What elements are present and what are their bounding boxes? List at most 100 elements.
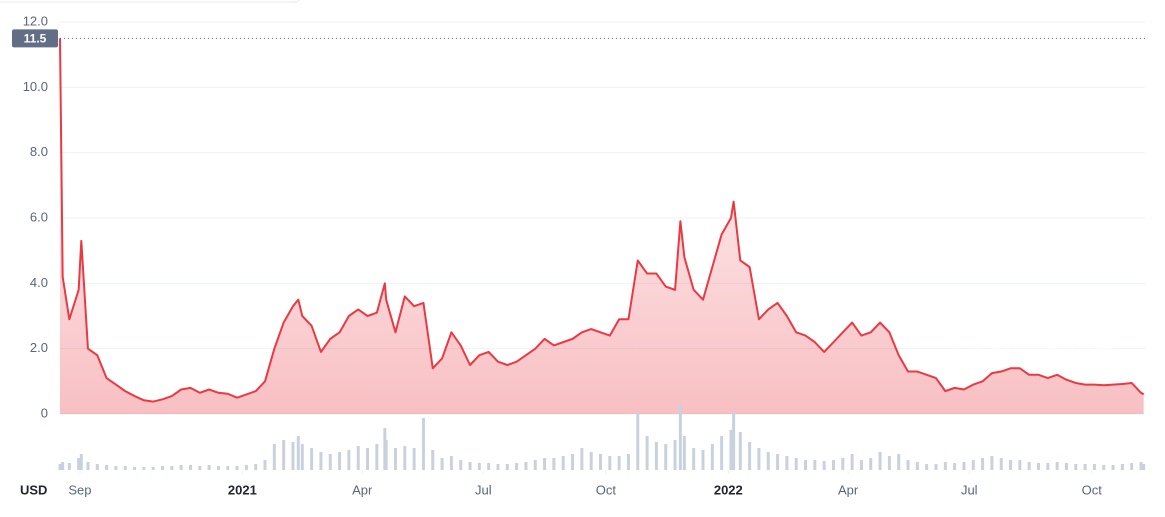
volume-bar bbox=[105, 465, 109, 470]
volume-bar bbox=[296, 436, 300, 470]
watermark-text: CoinMarketCap bbox=[990, 334, 1115, 353]
volume-bar bbox=[971, 460, 975, 470]
volume-bar bbox=[645, 436, 649, 470]
y-tick-label: 6.0 bbox=[30, 209, 48, 224]
volume-bar bbox=[636, 412, 640, 470]
volume-bar bbox=[626, 454, 630, 470]
volume-bar bbox=[291, 442, 295, 470]
volume-bar bbox=[114, 466, 118, 470]
volume-bar bbox=[79, 454, 83, 470]
volume-bar bbox=[319, 452, 323, 470]
volume-bar bbox=[776, 454, 780, 470]
volume-bar bbox=[869, 458, 873, 470]
volume-bar bbox=[692, 448, 696, 470]
volume-bar bbox=[589, 452, 593, 470]
volume-bar bbox=[505, 464, 509, 470]
volume-bar bbox=[1142, 464, 1146, 470]
volume-bar bbox=[58, 464, 62, 470]
volume-bar bbox=[732, 412, 736, 470]
volume-bar bbox=[366, 448, 370, 470]
volume-bar bbox=[794, 458, 798, 470]
volume-bar bbox=[533, 460, 537, 470]
volume-bar bbox=[1018, 460, 1022, 470]
volume-bar bbox=[654, 442, 658, 470]
price-marker-box bbox=[12, 29, 58, 48]
volume-bar bbox=[981, 458, 985, 470]
x-tick-label: Sep bbox=[68, 482, 91, 497]
volume-bar bbox=[561, 456, 565, 470]
volume-bar bbox=[1046, 463, 1050, 470]
volume-bar bbox=[77, 458, 81, 470]
volume-bar bbox=[235, 466, 239, 470]
volume-bar bbox=[188, 465, 192, 470]
volume-bar bbox=[1139, 462, 1143, 470]
volume-bar bbox=[897, 454, 901, 470]
watermark-logo bbox=[952, 330, 980, 358]
volume-bar bbox=[785, 456, 789, 470]
volume-bar bbox=[831, 460, 835, 470]
unit-label: USD bbox=[20, 482, 47, 497]
volume-bar bbox=[580, 448, 584, 470]
volume-bar bbox=[449, 456, 453, 470]
volume-bar bbox=[748, 442, 752, 470]
volume-bar bbox=[263, 460, 267, 470]
volume-bar bbox=[459, 460, 463, 470]
volume-bar bbox=[244, 465, 248, 470]
volume-bar bbox=[515, 463, 519, 470]
volume-bar bbox=[477, 463, 481, 470]
volume-bar bbox=[1027, 462, 1031, 470]
volume-bar bbox=[487, 463, 491, 470]
volume-bar bbox=[216, 466, 220, 470]
range-selector-edge bbox=[0, 0, 301, 3]
volume-bar bbox=[198, 466, 202, 470]
volume-bar bbox=[673, 440, 677, 470]
volume-bar bbox=[571, 454, 575, 470]
y-tick-label: 12.0 bbox=[23, 13, 48, 28]
volume-bar bbox=[161, 466, 165, 470]
line-layer bbox=[59, 37, 1145, 403]
volume-bar bbox=[440, 458, 444, 470]
volume-bar bbox=[543, 458, 547, 470]
volume-bar bbox=[962, 462, 966, 470]
volume-bar bbox=[887, 456, 891, 470]
volume-bar bbox=[328, 454, 332, 470]
volume-bar bbox=[953, 463, 957, 470]
volume-bar bbox=[943, 462, 947, 470]
volume-bar bbox=[254, 464, 258, 470]
x-tick-label: Oct bbox=[596, 482, 617, 497]
volume-bar bbox=[403, 446, 407, 470]
volume-bar bbox=[179, 465, 183, 470]
volume-bar bbox=[841, 458, 845, 470]
volume-bar bbox=[804, 460, 808, 470]
volume-bar bbox=[682, 436, 686, 470]
volume-bar bbox=[226, 466, 230, 470]
volume-bar bbox=[608, 456, 612, 470]
volume-bar bbox=[859, 460, 863, 470]
volume-bar bbox=[421, 418, 425, 470]
volume-bar bbox=[738, 432, 742, 470]
volume-bar bbox=[757, 448, 761, 470]
volume-bar bbox=[720, 436, 724, 470]
volume-bar bbox=[1111, 465, 1115, 470]
volume-bar bbox=[347, 450, 351, 470]
volume-bar bbox=[599, 454, 603, 470]
volume-bar bbox=[906, 460, 910, 470]
volume-bar bbox=[1120, 464, 1124, 470]
volume-bar bbox=[170, 466, 174, 470]
volume-bar bbox=[412, 448, 416, 470]
volume-bar bbox=[282, 440, 286, 470]
volume-bar bbox=[356, 446, 360, 470]
volume-bar bbox=[1083, 464, 1087, 470]
volume-bar bbox=[915, 462, 919, 470]
volume-bar bbox=[701, 450, 705, 470]
volume-bar bbox=[925, 464, 929, 470]
volume-bar bbox=[384, 440, 388, 470]
volume-bar bbox=[678, 404, 682, 470]
y-tick-label: 4.0 bbox=[30, 275, 48, 290]
x-tick-label: 2021 bbox=[228, 482, 257, 497]
volume-bar bbox=[300, 444, 304, 470]
volume-bar bbox=[552, 458, 556, 470]
volume-bar bbox=[123, 466, 127, 470]
volume-bar bbox=[850, 454, 854, 470]
